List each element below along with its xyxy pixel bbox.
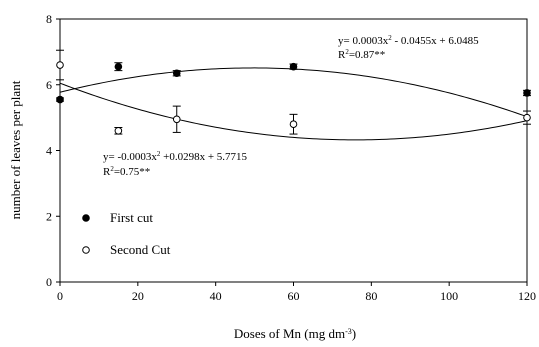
- r2-first-cut-suffix: =0.87**: [349, 49, 385, 61]
- point-series-1-pt-3: [289, 120, 298, 128]
- legend-label-first-cut: First cut: [110, 210, 153, 225]
- equation-first-cut-suffix: - 0.0455x + 6.0485: [392, 35, 479, 47]
- legend-marker-first-cut: [82, 214, 90, 222]
- data-points: [56, 49, 531, 135]
- point-series-1-pt-0: [56, 61, 64, 69]
- x-axis-title-main: Doses of Mn (mg dm: [234, 326, 345, 341]
- point-series-0-pt-3: [289, 62, 298, 71]
- legend-label-second-cut: Second Cut: [110, 242, 171, 257]
- equation-first-cut: y= 0.0003x2 - 0.0455x + 6.0485: [338, 34, 479, 47]
- r2-second-cut: R2=0.75**: [103, 165, 150, 178]
- y-tick-label-8: 8: [46, 12, 52, 26]
- x-tick-label-40: 40: [210, 289, 222, 303]
- point-series-0-pt-0: [56, 95, 64, 104]
- equation-second-cut-prefix: y= -0.0003x: [103, 151, 157, 163]
- x-axis-title-end: ): [352, 326, 356, 341]
- equation-second-cut-suffix: +0.0298x + 5.7715: [160, 151, 247, 163]
- x-tick-label-0: 0: [57, 289, 63, 303]
- x-tick-label-80: 80: [365, 289, 377, 303]
- y-axis-title: number of leaves per plant: [8, 80, 23, 219]
- y-tick-label-4: 4: [46, 144, 52, 158]
- r2-second-cut-prefix: R: [103, 166, 111, 178]
- point-series-1-pt-1: [114, 126, 123, 135]
- equation-second-cut: y= -0.0003x2 +0.0298x + 5.7715: [103, 150, 248, 163]
- r2-first-cut: R2=0.87**: [338, 48, 385, 61]
- fit-curve-series-1: [59, 67, 528, 118]
- x-tick-label-120: 120: [518, 289, 536, 303]
- r2-second-cut-sup: 2: [110, 165, 114, 173]
- legend-marker-second-cut: [82, 246, 90, 254]
- x-tick-label-100: 100: [440, 289, 458, 303]
- axis-ticks: 0 20 40 60 80 100 120 0 2 4 6 8: [46, 12, 536, 303]
- y-tick-label-6: 6: [46, 78, 52, 92]
- x-axis-title-sup: -3: [345, 327, 352, 336]
- y-tick-label-2: 2: [46, 209, 52, 223]
- equation-second-cut-sup: 2: [157, 150, 161, 158]
- point-series-0-pt-4: [523, 89, 531, 97]
- fit-curve-series-0: [59, 82, 528, 141]
- point-series-0-pt-2: [172, 69, 181, 78]
- r2-first-cut-sup: 2: [345, 48, 349, 56]
- point-series-1-pt-2: [172, 115, 181, 124]
- x-tick-label-20: 20: [132, 289, 144, 303]
- x-tick-label-60: 60: [288, 289, 300, 303]
- r2-first-cut-prefix: R: [338, 49, 346, 61]
- point-series-0-pt-1: [114, 62, 123, 71]
- point-series-1-pt-4: [523, 113, 531, 122]
- x-axis-title: Doses of Mn (mg dm-3): [234, 326, 356, 341]
- legend: First cut Second Cut: [82, 210, 171, 257]
- equation-first-cut-prefix: y= 0.0003x: [338, 35, 389, 47]
- r2-second-cut-suffix: =0.75**: [114, 166, 150, 178]
- equation-first-cut-sup: 2: [388, 34, 392, 42]
- y-tick-label-0: 0: [46, 275, 52, 289]
